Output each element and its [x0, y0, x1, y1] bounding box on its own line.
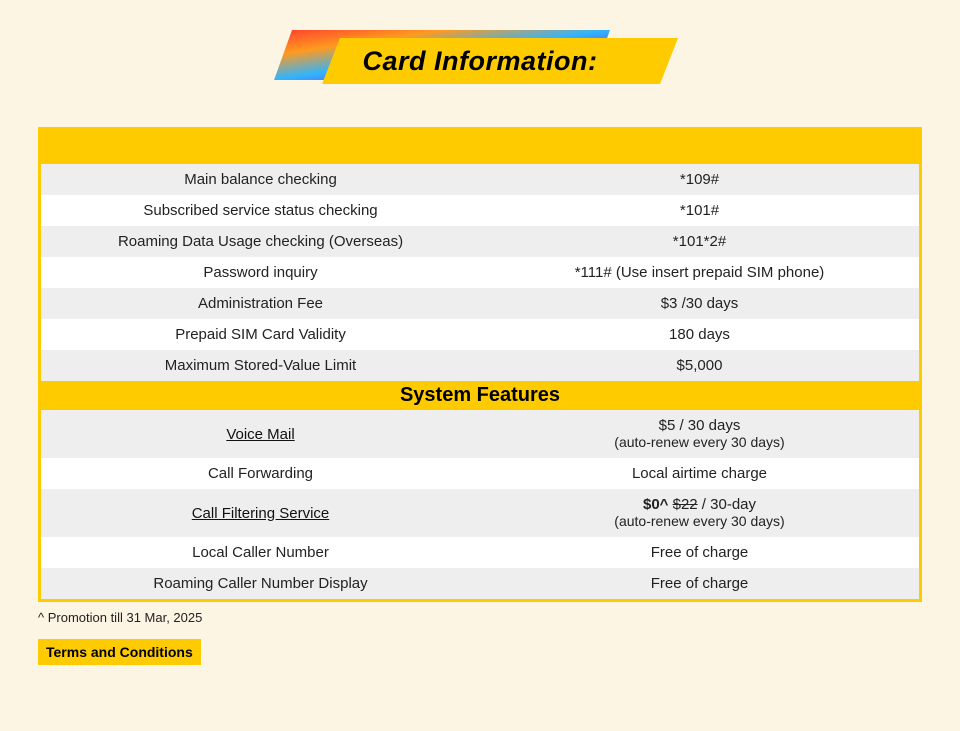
table-row: Maximum Stored-Value Limit $5,000	[41, 350, 919, 381]
title-banner: Card Information:	[270, 24, 690, 98]
feature-value: $0^ $22 / 30-day (auto-renew every 30 da…	[480, 489, 919, 537]
feature-label[interactable]: Voice Mail	[41, 410, 480, 458]
info-value: 180 days	[480, 319, 919, 350]
info-value: *109#	[480, 164, 919, 195]
info-label: Main balance checking	[41, 164, 480, 195]
table-row: Voice Mail $5 / 30 days (auto-renew ever…	[41, 410, 919, 458]
table-row: Roaming Data Usage checking (Overseas) *…	[41, 226, 919, 257]
feature-value: Free of charge	[480, 568, 919, 599]
call-filtering-link[interactable]: Call Filtering Service	[192, 505, 330, 522]
table-row: Call Filtering Service $0^ $22 / 30-day …	[41, 489, 919, 537]
banner-wrap: Card Information:	[0, 0, 960, 115]
table-row: Main balance checking *109#	[41, 164, 919, 195]
info-value: $3 /30 days	[480, 288, 919, 319]
info-label: Roaming Data Usage checking (Overseas)	[41, 226, 480, 257]
info-value: $5,000	[480, 350, 919, 381]
system-features-heading: System Features	[41, 381, 919, 410]
table-row: Roaming Caller Number Display Free of ch…	[41, 568, 919, 599]
table-row: Call Forwarding Local airtime charge	[41, 458, 919, 489]
feature-label: Local Caller Number	[41, 537, 480, 568]
card-info-table: Main balance checking *109# Subscribed s…	[38, 127, 922, 602]
table-row: Password inquiry *111# (Use insert prepa…	[41, 257, 919, 288]
info-value: *101#	[480, 195, 919, 226]
info-label: Administration Fee	[41, 288, 480, 319]
table-row: Administration Fee $3 /30 days	[41, 288, 919, 319]
feature-label[interactable]: Call Filtering Service	[41, 489, 480, 537]
info-label: Prepaid SIM Card Validity	[41, 319, 480, 350]
info-label: Maximum Stored-Value Limit	[41, 350, 480, 381]
table-row: Prepaid SIM Card Validity 180 days	[41, 319, 919, 350]
info-value: *111# (Use insert prepaid SIM phone)	[480, 257, 919, 288]
info-label: Subscribed service status checking	[41, 195, 480, 226]
table-row: Local Caller Number Free of charge	[41, 537, 919, 568]
feature-label: Roaming Caller Number Display	[41, 568, 480, 599]
voice-mail-link[interactable]: Voice Mail	[226, 426, 294, 443]
feature-value: Local airtime charge	[480, 458, 919, 489]
info-value: *101*2#	[480, 226, 919, 257]
page-title: Card Information:	[270, 24, 690, 98]
feature-value: Free of charge	[480, 537, 919, 568]
feature-label: Call Forwarding	[41, 458, 480, 489]
terms-and-conditions-button[interactable]: Terms and Conditions	[38, 639, 201, 665]
system-features-heading-row: System Features	[41, 381, 919, 410]
info-label: Password inquiry	[41, 257, 480, 288]
table-header-row	[41, 130, 919, 164]
table-row: Subscribed service status checking *101#	[41, 195, 919, 226]
promotion-footnote: ^ Promotion till 31 Mar, 2025	[38, 610, 922, 625]
feature-value: $5 / 30 days (auto-renew every 30 days)	[480, 410, 919, 458]
